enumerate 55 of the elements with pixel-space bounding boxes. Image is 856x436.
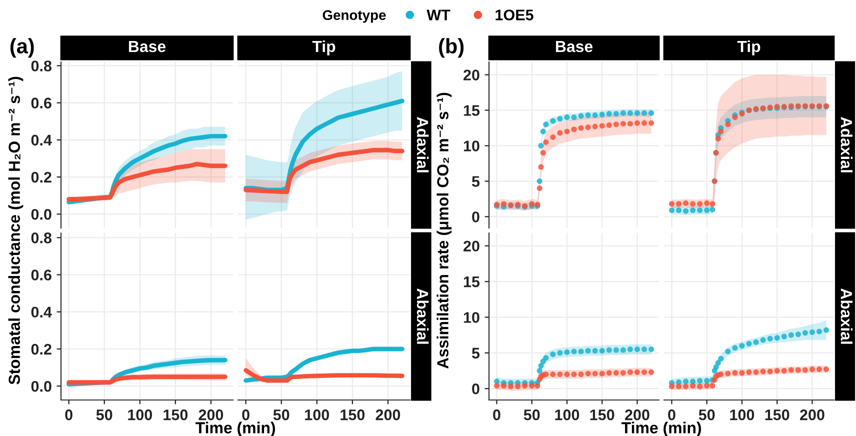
y2-axis-title: Abaxial — [416, 288, 429, 344]
x-tick-label: 100 — [128, 409, 152, 420]
y-axis-title: Assimilation rate (μmol CO₂ m⁻² s⁻¹) — [436, 92, 452, 369]
y-tick-label: 15 — [464, 276, 480, 288]
y-tick-label: 5 — [472, 348, 480, 359]
y2-axis-title: Adaxial — [840, 116, 852, 172]
y-tick-label: 0.8 — [31, 232, 52, 244]
y-tick-label: 5 — [472, 176, 480, 187]
x-tick-label: 150 — [340, 409, 365, 420]
y-tick-label: 0.2 — [31, 344, 52, 355]
x-tick-label: 0 — [668, 409, 676, 420]
x-tick-label: 200 — [376, 409, 400, 420]
y-tick-label: 0.8 — [31, 60, 52, 72]
chart-title: Tip — [737, 40, 760, 56]
x-tick-label: 0 — [242, 409, 250, 420]
legend-title: Genotype — [322, 10, 386, 23]
y-tick-label: 0 — [472, 383, 480, 394]
y-tick-label: 0.6 — [31, 98, 52, 108]
y-tick-label: 0 — [472, 212, 480, 222]
chart-title: Tip — [312, 40, 336, 56]
x-tick-label: 200 — [625, 409, 650, 420]
y-tick-label: 0.4 — [31, 306, 52, 318]
x-tick-label: 50 — [524, 409, 540, 420]
x-tick-label: 50 — [698, 409, 715, 420]
y-tick-label: 10 — [464, 312, 480, 323]
y-tick-label: 0.6 — [31, 270, 52, 280]
y-tick-label: 20 — [464, 70, 480, 80]
y-tick-label: 15 — [464, 105, 480, 116]
x-tick-label: 150 — [765, 409, 790, 420]
y-tick-label: 20 — [464, 240, 480, 252]
chart-title: Base — [556, 41, 593, 52]
x-tick-label: 50 — [96, 409, 112, 420]
y-tick-label: 0.0 — [31, 208, 52, 220]
legend-label: WT — [426, 10, 450, 20]
x-tick-label: 50 — [273, 409, 290, 420]
text: (b) — [439, 38, 464, 58]
x-tick-label: 0 — [493, 409, 500, 420]
y-tick-label: 10 — [464, 140, 480, 152]
x-tick-label: 100 — [555, 409, 580, 420]
x-tick-label: 200 — [800, 409, 824, 420]
y-tick-label: 0.4 — [31, 134, 52, 146]
x-tick-label: 100 — [305, 409, 330, 420]
y-axis-title: Stomatal conductance (mol H₂O m⁻² s⁻¹) — [8, 76, 24, 384]
x-tick-label: 0 — [65, 409, 72, 420]
x-tick-label: 150 — [164, 409, 188, 420]
x-tick-label: 150 — [590, 409, 614, 420]
x-tick-label: 100 — [730, 409, 754, 420]
text: (a) — [10, 38, 34, 58]
y2-axis-title: Adaxial — [416, 116, 429, 172]
y-tick-label: 0.2 — [31, 172, 52, 183]
x-tick-label: 200 — [198, 409, 224, 420]
chart-title: Base — [128, 41, 166, 52]
legend-label: 1OE5 — [496, 10, 534, 20]
y2-axis-title: Abaxial — [840, 288, 852, 344]
y-tick-label: 0.0 — [31, 380, 52, 392]
